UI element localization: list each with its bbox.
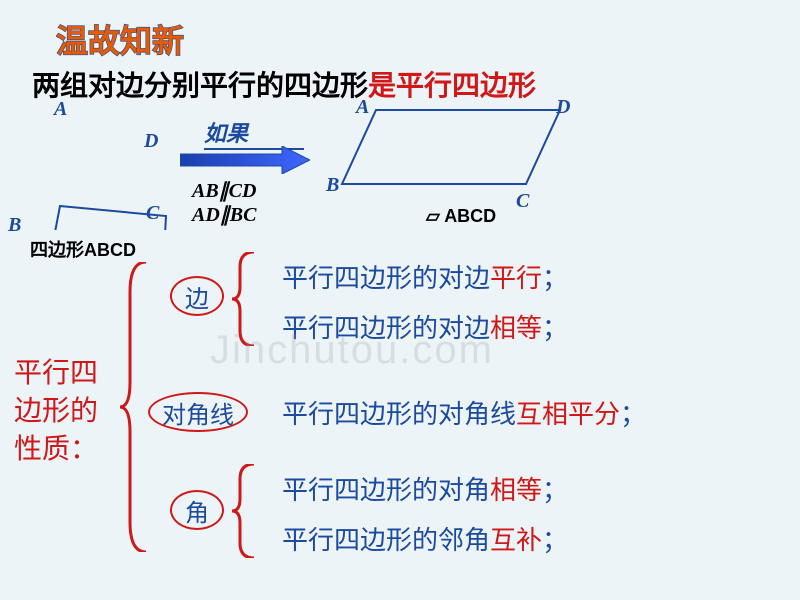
- arrow-label: 如果: [204, 116, 304, 150]
- pl2-post: ；: [620, 399, 646, 429]
- category-angle-label: 角: [185, 493, 209, 528]
- pl4-post: ；: [542, 525, 568, 555]
- pl3-pre: 平行四边形的对角: [282, 475, 490, 505]
- vertex-c1: C: [146, 202, 159, 225]
- parallelogram-icon: ▱: [426, 206, 440, 226]
- category-diagonal-label: 对角线: [162, 395, 234, 430]
- brace-angle-path: [232, 464, 254, 558]
- prop-line-2: 平行四边形的对角线互相平分；: [282, 394, 646, 431]
- pl2-pre: 平行四边形的对角线: [282, 399, 516, 429]
- title-text: 温故知新: [56, 23, 184, 59]
- category-angle: 角: [170, 490, 224, 530]
- prop-line-3: 平行四边形的对角相等；: [282, 470, 568, 507]
- vertex-b2: B: [326, 174, 339, 197]
- arrow-svg: [180, 146, 310, 174]
- title-svg: 温故知新: [56, 18, 356, 68]
- brace-angle: [232, 464, 258, 558]
- para-shape: [342, 110, 560, 184]
- subtitle-suffix: 是平行四边形: [368, 70, 536, 101]
- pl0-pre: 平行四边形的对边: [282, 263, 490, 293]
- category-edge: 边: [170, 276, 224, 316]
- caption-quad: 四边形ABCD: [30, 236, 136, 262]
- pl4-key: 互补: [490, 525, 542, 555]
- arrow-shape: [180, 146, 310, 174]
- vertex-a2: A: [356, 96, 369, 119]
- condition-2: AD∥BC: [192, 202, 256, 227]
- pl2-key: 互相平分: [516, 399, 620, 429]
- pl1-post: ；: [542, 313, 568, 343]
- subtitle: 两组对边分别平行的四边形是平行四边形: [32, 64, 536, 104]
- pl3-post: ；: [542, 475, 568, 505]
- vertex-d1: D: [144, 130, 158, 153]
- vertex-c2: C: [516, 190, 529, 213]
- vertex-b1: B: [8, 214, 21, 237]
- watermark: Jinchutou.com: [210, 328, 494, 373]
- outer-brace-path: [120, 262, 146, 552]
- pl0-post: ；: [542, 263, 568, 293]
- caption-para: ▱ ABCD: [426, 206, 496, 227]
- vertex-a1: A: [54, 98, 67, 121]
- pl1-key: 相等: [490, 313, 542, 343]
- outer-brace: [120, 262, 150, 552]
- vertex-d2: D: [556, 96, 570, 119]
- pl4-pre: 平行四边形的邻角: [282, 525, 490, 555]
- prop-line-0: 平行四边形的对边平行；: [282, 258, 568, 295]
- subtitle-prefix: 两组对边分别平行的四边形: [32, 70, 368, 101]
- properties-title: 平行四边形的性质：: [14, 354, 98, 467]
- pl3-key: 相等: [490, 475, 542, 505]
- caption-para-text: ABCD: [444, 206, 496, 226]
- category-edge-label: 边: [185, 279, 209, 314]
- pl0-key: 平行: [490, 263, 542, 293]
- category-diagonal: 对角线: [148, 392, 248, 432]
- prop-line-4: 平行四边形的邻角互补；: [282, 520, 568, 557]
- slide-root: 温故知新 两组对边分别平行的四边形是平行四边形 A D C B 四边形ABCD …: [0, 0, 800, 600]
- condition-1: AB∥CD: [192, 178, 256, 203]
